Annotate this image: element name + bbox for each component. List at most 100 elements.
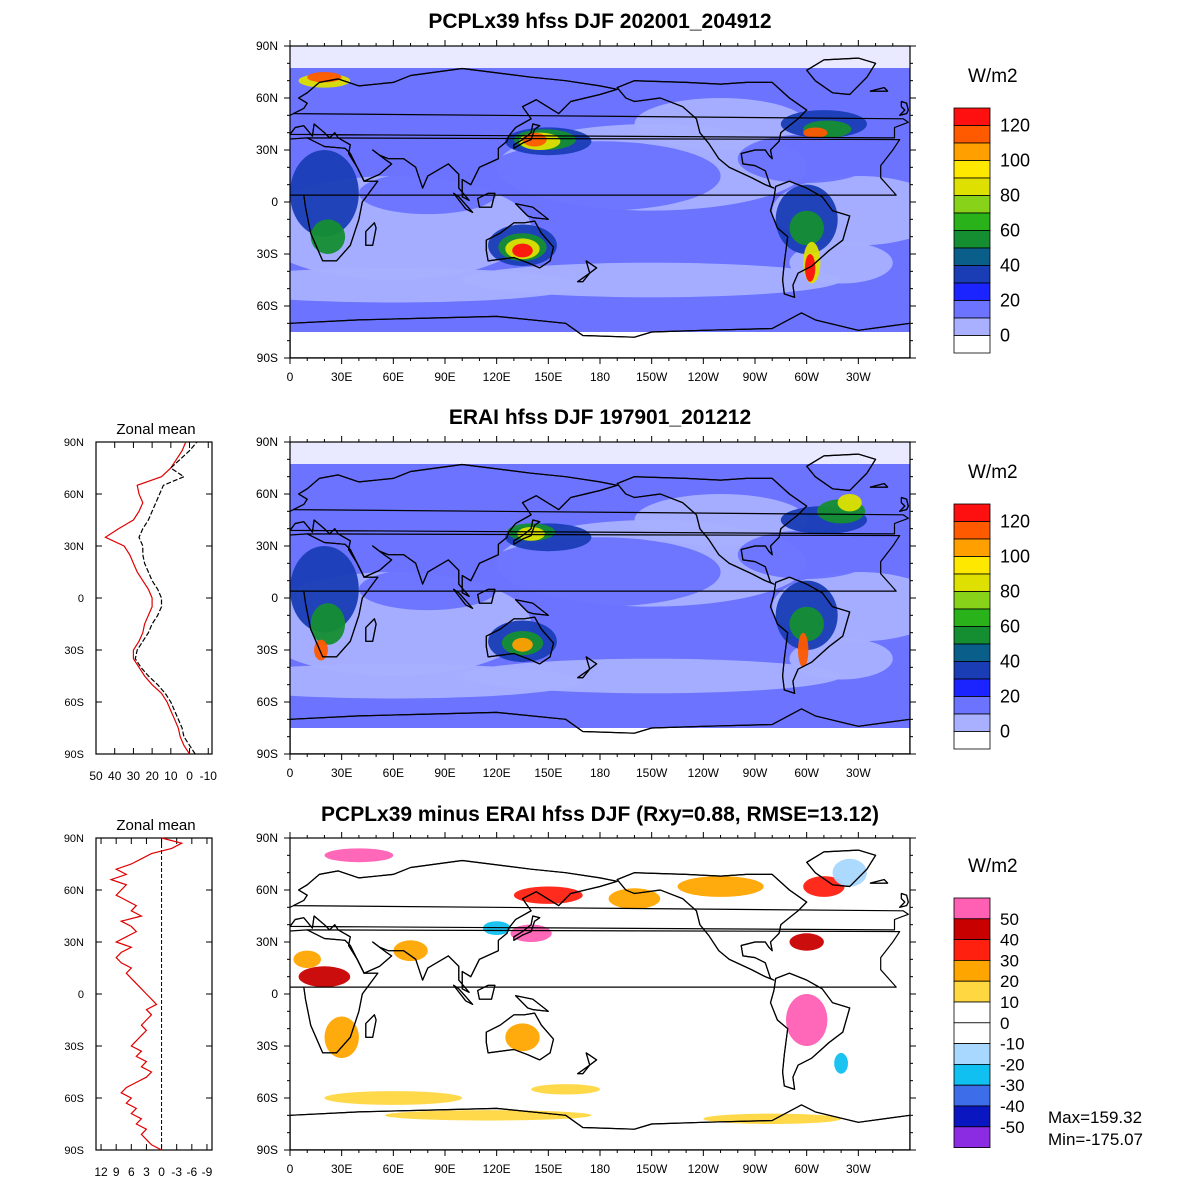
unit-label-top: W/m2 <box>968 66 1018 87</box>
lon-tick-label: 150E <box>534 766 562 780</box>
coastline-namerica <box>616 872 808 981</box>
coastline-samerica <box>769 576 851 694</box>
lon-tick-label: 180 <box>590 1162 610 1176</box>
coastline-japan <box>513 915 541 941</box>
lon-tick-label: 90W <box>743 1162 768 1176</box>
lon-tick-label: 60E <box>383 1162 404 1176</box>
colorbar-label: 120 <box>1000 116 1030 136</box>
lon-tick-label: 120W <box>688 370 720 384</box>
zonal-lat-label: 60S <box>64 1093 84 1105</box>
lon-tick-label: 90E <box>434 1162 455 1176</box>
colorbar-box <box>953 1064 991 1086</box>
zonal-x-label: 0 <box>186 769 193 783</box>
colorbar-box <box>953 265 991 284</box>
field-contour-blob <box>307 72 342 83</box>
lon-tick-label: 120E <box>483 370 511 384</box>
map-panel-top: 90N 60N 30N 0 30S 60S 90S 0 30E 60E 90E 120E 150E 180… <box>256 39 1030 384</box>
lon-tick-label: 30E <box>331 370 352 384</box>
field-contour-blob <box>310 603 346 645</box>
zonal-lat-label: 30N <box>64 541 84 553</box>
lon-tick-label: 30E <box>331 766 352 780</box>
field-contour-blob <box>290 663 583 699</box>
coastline-borneo <box>477 588 496 604</box>
lon-tick-label: 30W <box>846 1162 871 1176</box>
coastline-britain <box>899 100 909 116</box>
map-panel-bottom: 90N 60N 30N 0 30S 60S 90S 0 30E 60E 90E 120E 150E 180… <box>256 831 1025 1176</box>
lon-tick-label: 30E <box>331 1162 352 1176</box>
field-contour-blob <box>789 606 824 642</box>
lat-tick-label: 90S <box>257 351 278 365</box>
lat-tick-label: 30N <box>256 539 278 553</box>
lat-tick-label: 30S <box>257 643 278 657</box>
field-contour-blob <box>324 1091 463 1105</box>
zonal-lat-label: 30S <box>64 1041 84 1053</box>
coastline-greenland <box>806 453 877 492</box>
field-contour-blob <box>803 127 828 138</box>
lon-tick-label: 30W <box>846 766 871 780</box>
colorbar-box <box>953 212 991 231</box>
lat-tick-label: 90S <box>257 1143 278 1157</box>
field-contour-blob <box>803 876 845 897</box>
colorbar-box <box>953 591 991 610</box>
lat-tick-label: 0 <box>271 987 278 1001</box>
zonal-x-label: 50 <box>89 769 103 783</box>
coastline-namerica <box>616 80 808 189</box>
field-contour-blob <box>310 219 346 254</box>
zonal-x-label: -6 <box>186 1165 197 1179</box>
lon-tick-label: 60E <box>383 370 404 384</box>
coastline-eurasia <box>290 463 909 597</box>
colorbar-box <box>953 1043 991 1065</box>
coastline-borneo <box>477 192 496 208</box>
colorbar-label: -10 <box>1000 1035 1025 1054</box>
lon-tick-label: 180 <box>590 370 610 384</box>
panel-title-bottom: PCPLx39 minus ERAI hfss DJF (Rxy=0.88, R… <box>321 803 879 826</box>
colorbar-label: 60 <box>1000 617 1020 637</box>
field-contour-blob <box>358 568 497 611</box>
field-contour-blob <box>358 172 497 215</box>
zonal-lat-label: 0 <box>78 989 84 1001</box>
colorbar-label: -30 <box>1000 1076 1025 1095</box>
lon-tick-label: 120E <box>483 766 511 780</box>
coastline-samerica <box>769 972 851 1090</box>
lon-tick-label: 150W <box>636 766 668 780</box>
unit-label-bottom: W/m2 <box>968 856 1018 877</box>
field-contour-blob <box>522 132 547 147</box>
coastline-antarctica <box>290 708 910 754</box>
zonal-lat-label: 90N <box>64 437 84 449</box>
field-contour-blob <box>293 950 322 968</box>
colorbar-box <box>953 195 991 214</box>
colorbar-box <box>953 247 991 266</box>
zonal-lat-label: 90S <box>64 1145 84 1157</box>
coastline-africa <box>303 137 901 262</box>
colorbar-box <box>953 503 991 522</box>
lon-tick-label: 150E <box>534 1162 562 1176</box>
panel-title-middle: ERAI hfss DJF 197901_201212 <box>448 406 752 429</box>
field-contour-blob <box>737 134 876 183</box>
colorbar-box <box>953 317 991 336</box>
field-contour-blob <box>789 933 824 951</box>
coastline-sumatra <box>453 984 474 1005</box>
colorbar-label: 100 <box>1000 151 1030 171</box>
lon-tick-label: 90W <box>743 370 768 384</box>
field-contour-blob <box>789 210 824 246</box>
colorbar-box <box>953 608 991 627</box>
colorbar-box <box>953 125 991 144</box>
zonal-lat-label: 60N <box>64 885 84 897</box>
lon-tick-label: 0 <box>287 370 294 384</box>
field-contour-blob <box>479 141 721 211</box>
coastline-newguinea <box>515 599 549 616</box>
lat-tick-label: 60S <box>257 695 278 709</box>
coastline-iceland <box>869 87 889 92</box>
lat-tick-label: 30S <box>257 247 278 261</box>
colorbar-box <box>953 538 991 557</box>
colorbar-box <box>953 142 991 161</box>
coastline-newzealand <box>577 1052 598 1075</box>
colorbar-box <box>953 1022 991 1044</box>
colorbar-box <box>953 1001 991 1024</box>
lat-tick-label: 90S <box>257 747 278 761</box>
zonal-lat-label: 90N <box>64 833 84 845</box>
zonal-x-label: 0 <box>158 1165 165 1179</box>
lon-tick-label: 30W <box>846 370 871 384</box>
